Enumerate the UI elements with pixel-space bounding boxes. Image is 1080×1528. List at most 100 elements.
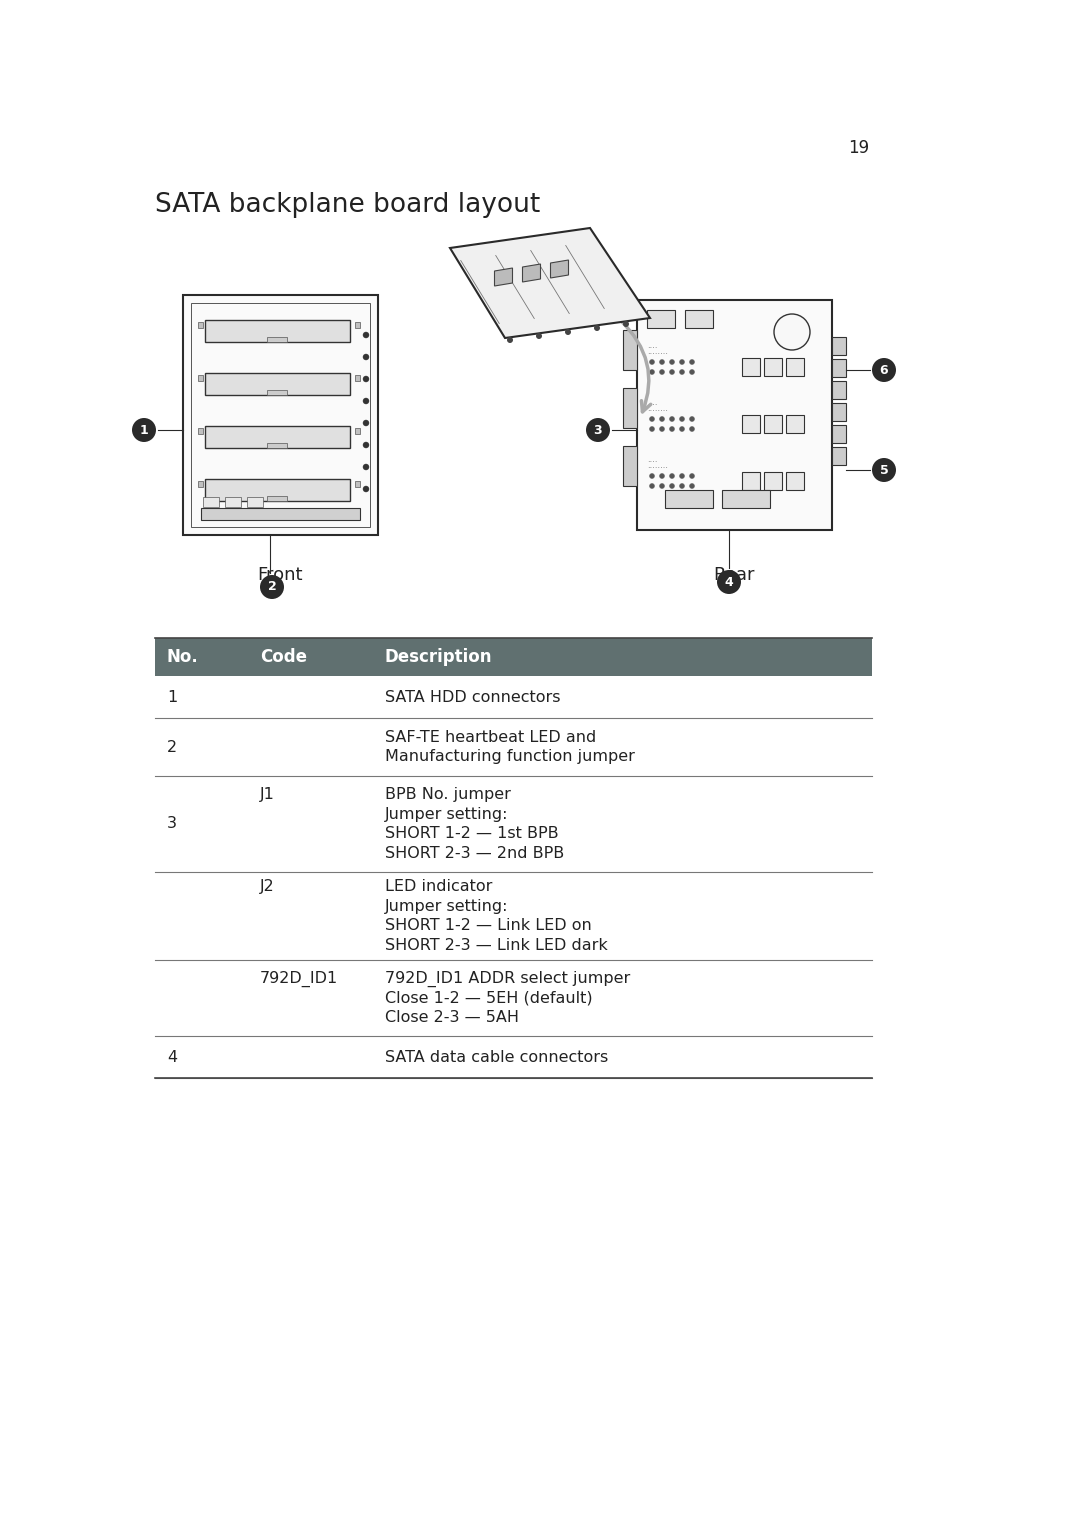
Circle shape xyxy=(774,313,810,350)
Text: 1: 1 xyxy=(167,689,177,704)
Text: SATA HDD connectors: SATA HDD connectors xyxy=(384,689,561,704)
Circle shape xyxy=(623,321,629,327)
Circle shape xyxy=(363,420,369,426)
Bar xyxy=(685,310,713,329)
Text: J1: J1 xyxy=(260,787,275,802)
Circle shape xyxy=(872,458,896,481)
Text: LED indicator: LED indicator xyxy=(384,879,492,894)
Bar xyxy=(742,416,760,432)
Circle shape xyxy=(132,419,156,442)
Circle shape xyxy=(670,426,675,431)
Text: SATA data cable connectors: SATA data cable connectors xyxy=(384,1050,608,1065)
Circle shape xyxy=(670,483,675,489)
Text: Code: Code xyxy=(260,648,307,666)
Text: 792D_ID1: 792D_ID1 xyxy=(260,970,338,987)
Bar xyxy=(183,295,378,535)
Circle shape xyxy=(717,570,741,594)
Text: Front: Front xyxy=(257,565,302,584)
Circle shape xyxy=(660,370,664,374)
Text: Rear: Rear xyxy=(713,565,755,584)
Circle shape xyxy=(660,359,664,365)
Circle shape xyxy=(363,332,369,338)
Circle shape xyxy=(363,397,369,403)
Text: Close 2-3 — 5AH: Close 2-3 — 5AH xyxy=(384,1010,519,1025)
Text: ....: .... xyxy=(647,397,658,406)
Circle shape xyxy=(660,426,664,431)
Bar xyxy=(205,478,350,501)
Circle shape xyxy=(660,474,664,478)
Circle shape xyxy=(679,417,685,422)
Bar xyxy=(647,310,675,329)
Bar xyxy=(832,448,846,465)
Circle shape xyxy=(689,426,694,431)
Circle shape xyxy=(689,359,694,365)
Text: Jumper setting:: Jumper setting: xyxy=(384,898,509,914)
Bar xyxy=(205,373,350,396)
Polygon shape xyxy=(551,260,568,278)
Text: ........: ........ xyxy=(647,347,669,356)
Text: ....: .... xyxy=(647,341,658,350)
Bar xyxy=(191,303,370,527)
Polygon shape xyxy=(523,264,540,283)
Bar xyxy=(623,330,637,370)
Text: No.: No. xyxy=(167,648,199,666)
Bar xyxy=(832,338,846,354)
Text: 792D_ID1 ADDR select jumper: 792D_ID1 ADDR select jumper xyxy=(384,970,631,987)
Circle shape xyxy=(363,442,369,448)
Bar xyxy=(355,428,360,434)
Bar xyxy=(623,446,637,486)
Bar xyxy=(355,481,360,487)
Text: ........: ........ xyxy=(647,403,669,413)
Circle shape xyxy=(363,354,369,361)
Text: 4: 4 xyxy=(167,1050,177,1065)
Bar xyxy=(832,359,846,377)
Bar xyxy=(225,497,241,507)
Circle shape xyxy=(565,329,571,335)
Circle shape xyxy=(507,338,513,342)
Bar xyxy=(665,490,713,507)
Bar xyxy=(267,497,287,501)
Bar xyxy=(742,472,760,490)
Circle shape xyxy=(649,474,654,478)
Bar xyxy=(764,416,782,432)
Circle shape xyxy=(649,426,654,431)
Text: J2: J2 xyxy=(260,879,274,894)
Text: 5: 5 xyxy=(879,463,889,477)
Text: 6: 6 xyxy=(880,364,889,376)
Bar xyxy=(198,481,203,487)
Text: 19: 19 xyxy=(848,139,869,157)
Bar xyxy=(205,426,350,448)
Text: 4: 4 xyxy=(725,576,733,588)
Text: ....: .... xyxy=(647,455,658,465)
Text: 3: 3 xyxy=(594,423,603,437)
Bar xyxy=(156,639,872,675)
Bar xyxy=(247,497,264,507)
Bar xyxy=(267,443,287,448)
Bar xyxy=(764,472,782,490)
Circle shape xyxy=(649,370,654,374)
Circle shape xyxy=(679,483,685,489)
Circle shape xyxy=(689,370,694,374)
Circle shape xyxy=(670,370,675,374)
Polygon shape xyxy=(450,228,650,338)
Text: 2: 2 xyxy=(268,581,276,593)
Circle shape xyxy=(670,474,675,478)
Text: 1: 1 xyxy=(139,423,148,437)
Circle shape xyxy=(670,359,675,365)
Text: BPB No. jumper: BPB No. jumper xyxy=(384,787,511,802)
Bar xyxy=(623,388,637,428)
Text: 3: 3 xyxy=(167,816,177,831)
Circle shape xyxy=(363,376,369,382)
Bar xyxy=(198,428,203,434)
Text: Manufacturing function jumper: Manufacturing function jumper xyxy=(384,749,635,764)
Text: ........: ........ xyxy=(647,461,669,471)
Circle shape xyxy=(536,333,542,339)
Bar xyxy=(786,472,804,490)
Circle shape xyxy=(872,358,896,382)
Bar xyxy=(203,497,219,507)
Text: SHORT 2-3 — 2nd BPB: SHORT 2-3 — 2nd BPB xyxy=(384,847,564,860)
Bar xyxy=(723,490,770,507)
Circle shape xyxy=(649,417,654,422)
Bar xyxy=(832,380,846,399)
Circle shape xyxy=(649,359,654,365)
